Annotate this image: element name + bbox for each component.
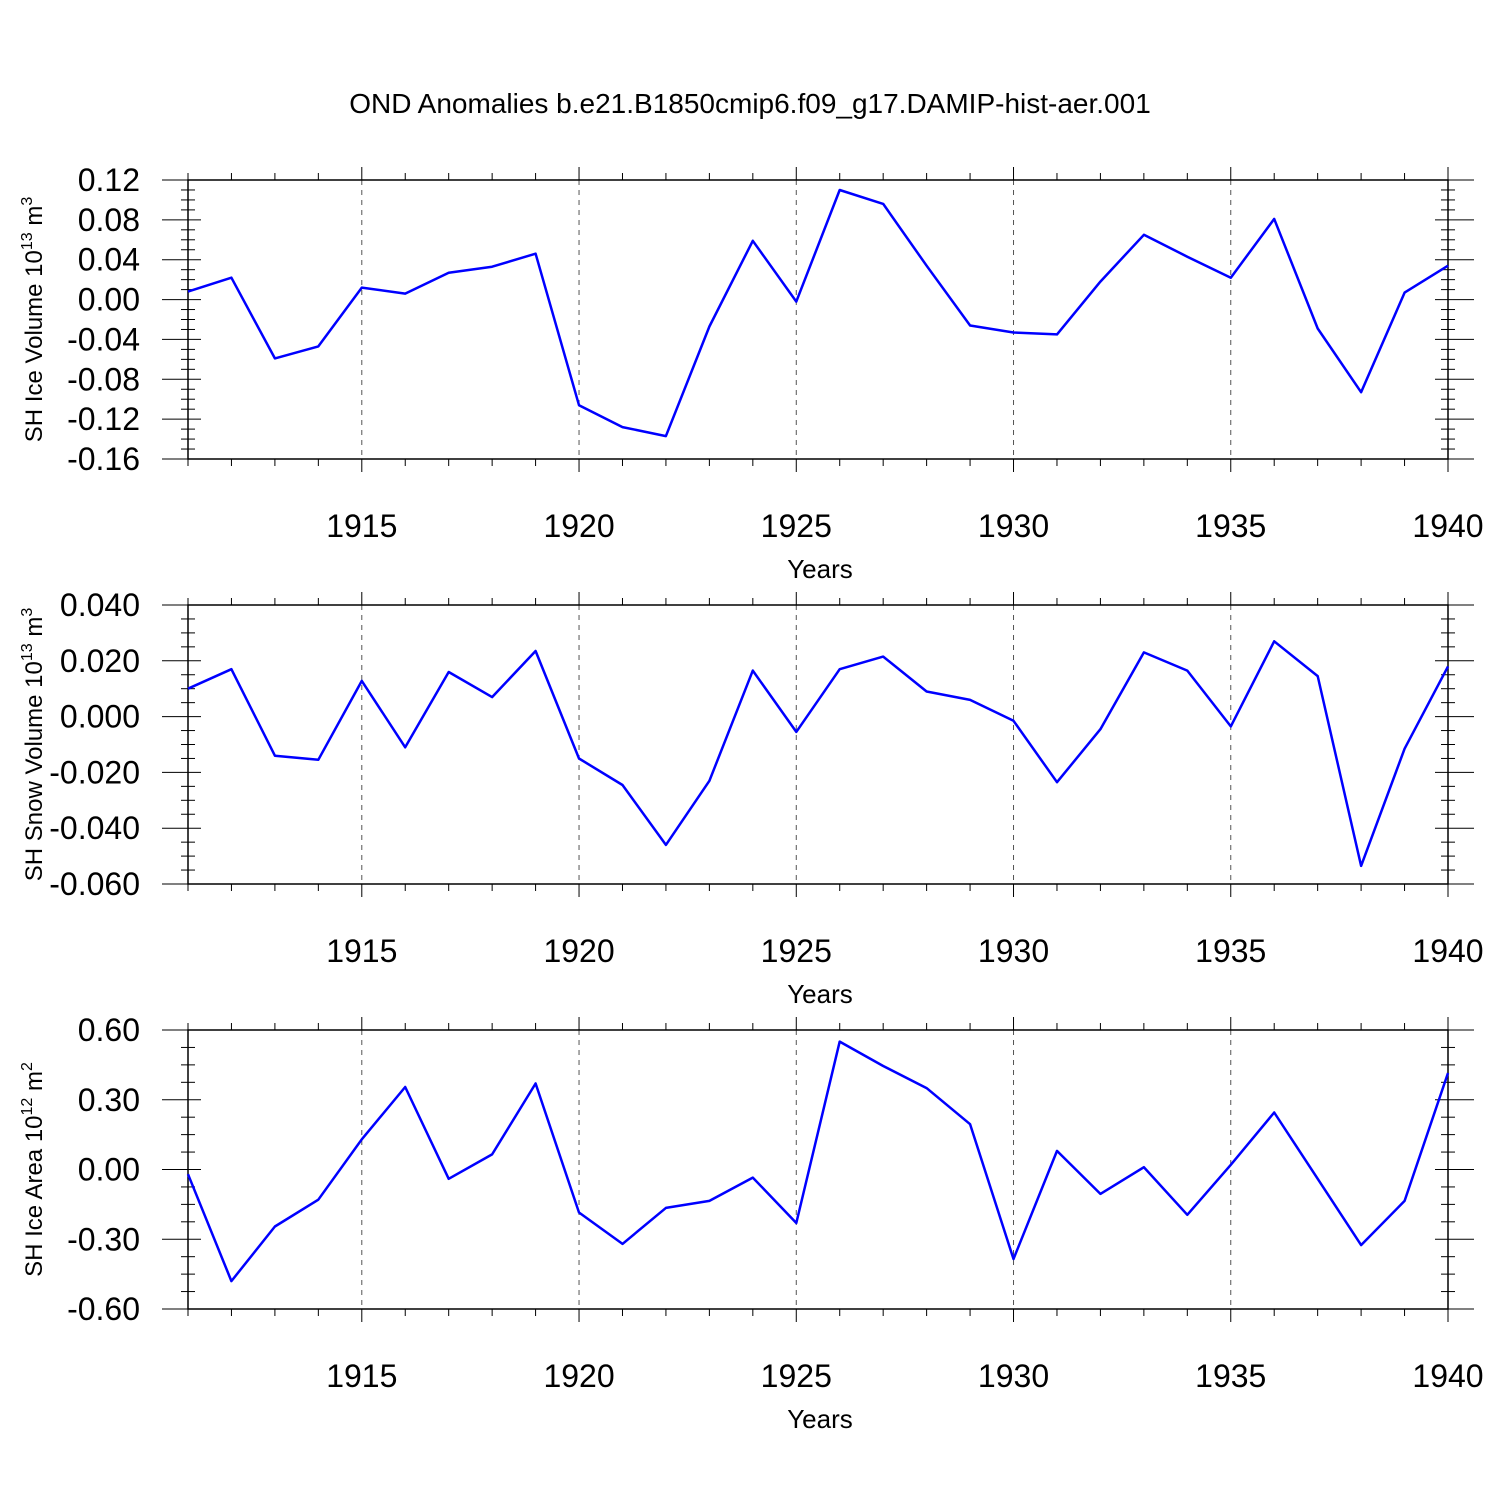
panel-1: 1915 1920 1925 1930 1935 1940 Years -0.16 -0.12 -… — [19, 162, 1484, 584]
y-tick-label: -0.08 — [67, 361, 140, 397]
y-tick-label: 0.00 — [78, 282, 140, 318]
y-tick-label: -0.30 — [67, 1221, 140, 1257]
x-tick-label: 1925 — [761, 508, 832, 544]
y-tick-label: 0.04 — [78, 242, 140, 278]
x-tick-label: 1940 — [1412, 933, 1483, 969]
series-line — [187, 640, 1450, 868]
y-tick-label: 0.08 — [78, 202, 140, 238]
figure-title: OND Anomalies b.e21.B1850cmip6.f09_g17.D… — [349, 88, 1151, 119]
y-tick-label: 0.020 — [60, 643, 140, 679]
y-axis-label: SH Snow Volume 1013 m3 — [19, 608, 48, 882]
y-axis-label-text: SH Snow Volume 10 — [21, 661, 48, 881]
x-axis-label: Years — [787, 979, 853, 1009]
y-axis-label-unit-exponent: 2 — [19, 1062, 36, 1071]
x-tick-label: 1930 — [978, 933, 1049, 969]
y-axis-label-unit-exponent: 3 — [19, 197, 36, 206]
y-tick-label: -0.04 — [67, 321, 140, 357]
x-tick-label: 1930 — [978, 508, 1049, 544]
y-axis-label-unit-exponent: 3 — [19, 608, 36, 617]
x-axis-label: Years — [787, 554, 853, 584]
y-axis-label-exponent: 12 — [19, 1098, 36, 1116]
x-tick-label: 1915 — [326, 933, 397, 969]
y-tick-label: 0.60 — [78, 1012, 140, 1048]
y-tick-label: 0.12 — [78, 162, 140, 198]
y-axis-label-unit: m — [21, 617, 48, 644]
y-tick-label: -0.12 — [67, 401, 140, 437]
x-tick-label: 1915 — [326, 1358, 397, 1394]
x-tick-label: 1935 — [1195, 933, 1266, 969]
y-axis-label-text: SH Ice Area 10 — [21, 1115, 48, 1276]
plot-frame — [187, 604, 1449, 885]
series-line — [186, 1040, 1450, 1283]
y-tick-label: -0.060 — [49, 866, 140, 902]
x-tick-label: 1940 — [1412, 508, 1483, 544]
x-tick-label: 1930 — [978, 1358, 1049, 1394]
plot-frame — [187, 179, 1449, 460]
y-tick-label: -0.040 — [49, 810, 140, 846]
plot-frame — [187, 1029, 1449, 1310]
x-tick-label: 1920 — [543, 1358, 614, 1394]
x-tick-label: 1920 — [543, 933, 614, 969]
y-axis-label: SH Ice Volume 1013 m3 — [19, 197, 48, 443]
x-axis-label: Years — [787, 1404, 853, 1434]
y-tick-label: 0.00 — [78, 1152, 140, 1188]
x-tick-label: 1925 — [761, 933, 832, 969]
y-tick-label: 0.000 — [60, 699, 140, 735]
x-tick-label: 1915 — [326, 508, 397, 544]
x-tick-label: 1935 — [1195, 508, 1266, 544]
y-tick-label: 0.040 — [60, 587, 140, 623]
y-axis-label-exponent: 13 — [19, 643, 36, 661]
y-axis-label-unit: m — [21, 1071, 48, 1098]
y-tick-label: -0.16 — [67, 441, 140, 477]
y-axis-label-text: SH Ice Volume 10 — [21, 250, 48, 442]
x-tick-label: 1925 — [761, 1358, 832, 1394]
y-tick-label: 0.30 — [78, 1082, 140, 1118]
y-axis-label-unit: m — [21, 206, 48, 233]
y-axis-label: SH Ice Area 1012 m2 — [19, 1062, 48, 1277]
panel-3: 1915 1920 1925 1930 1935 1940 Years -0.60 -0.30 0… — [19, 1012, 1484, 1434]
y-tick-label: -0.60 — [67, 1291, 140, 1327]
y-tick-label: -0.020 — [49, 754, 140, 790]
x-tick-label: 1920 — [543, 508, 614, 544]
x-tick-label: 1940 — [1412, 1358, 1483, 1394]
series-line — [187, 188, 1449, 438]
y-axis-label-exponent: 13 — [19, 232, 36, 250]
x-tick-label: 1935 — [1195, 1358, 1266, 1394]
panel-2: 1915 1920 1925 1930 1935 1940 Years -0.060 -0.04… — [19, 587, 1484, 1009]
